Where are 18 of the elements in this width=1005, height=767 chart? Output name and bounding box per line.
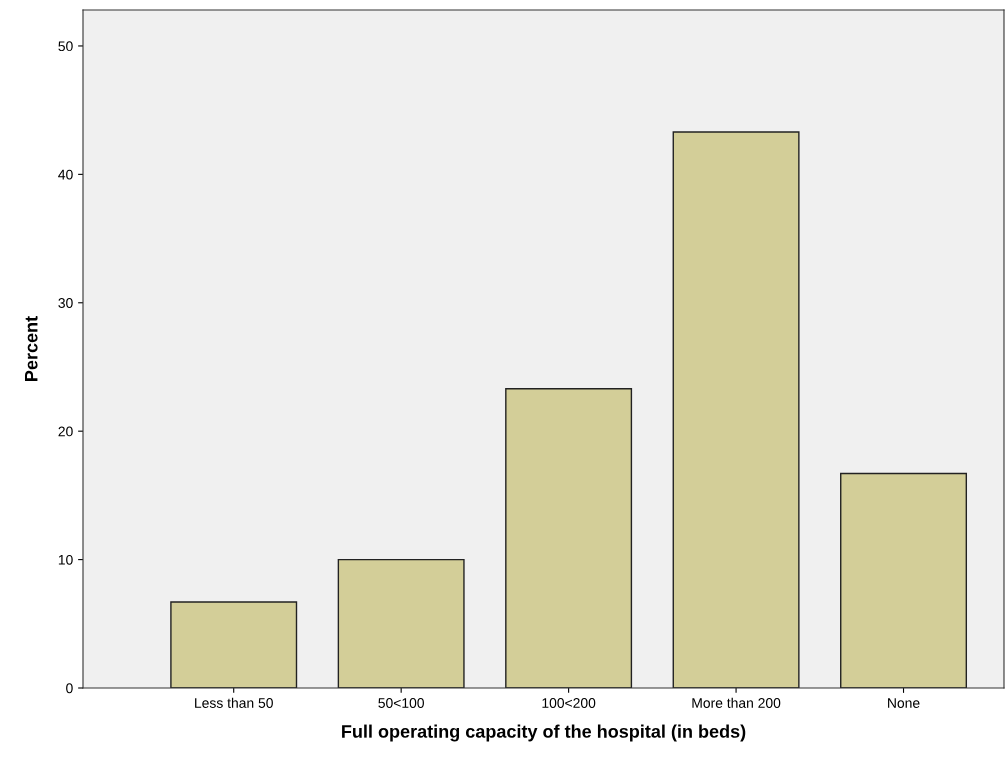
bar [505, 388, 633, 688]
y-axis-title: Percent [25, 316, 38, 381]
y-tick-label: 50 [58, 41, 73, 52]
x-axis-title: Full operating capacity of the hospital (in beds) [342, 724, 746, 742]
y-tick-label: 10 [58, 554, 73, 565]
y-tick-label: 20 [58, 426, 73, 437]
x-tick-label: None [888, 698, 920, 708]
x-tick-label: More than 200 [692, 697, 781, 708]
y-tick-label: 30 [58, 298, 73, 308]
x-tick-label: 50<100 [378, 698, 424, 708]
bar [337, 558, 465, 688]
bar [170, 601, 298, 688]
y-tick-label: 40 [58, 169, 73, 180]
bar [840, 472, 968, 688]
y-tick-label: 0 [66, 683, 73, 694]
x-tick-label: Less than 50 [195, 697, 273, 708]
x-tick-label: 100<200 [542, 698, 596, 708]
bar [672, 131, 800, 688]
